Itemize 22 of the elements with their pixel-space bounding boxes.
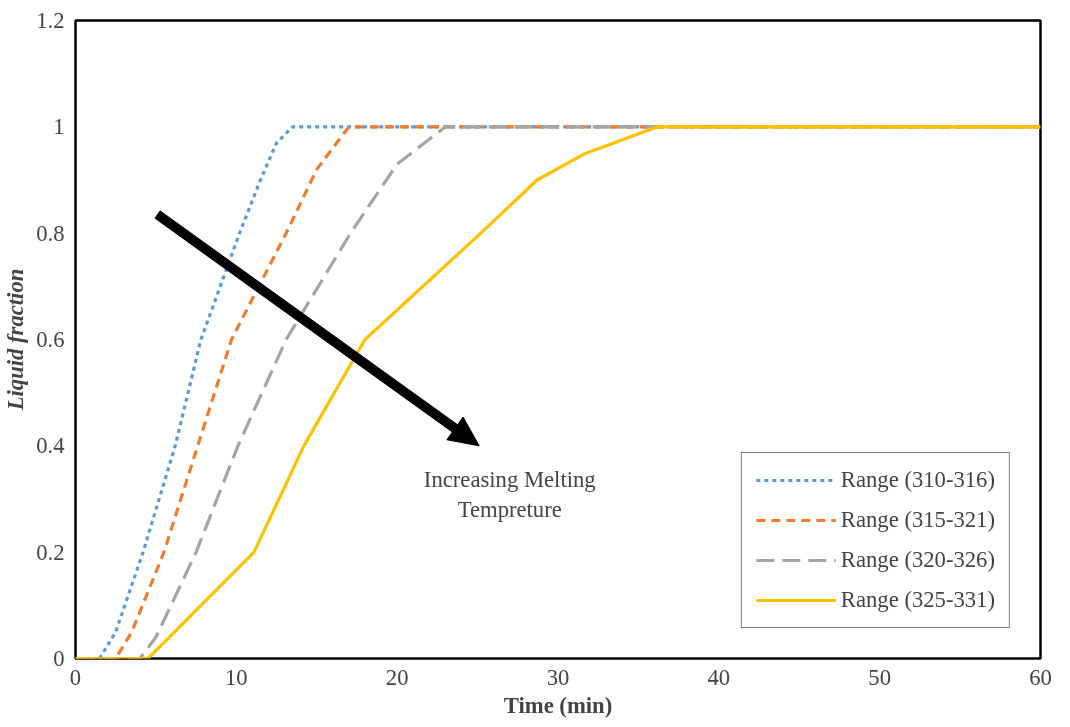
x-tick-label: 0 — [69, 664, 82, 690]
x-tick-label: 40 — [707, 664, 731, 690]
line-series — [75, 125, 1041, 659]
y-tick-label: 0.2 — [36, 539, 65, 565]
y-tick-label: 0.6 — [36, 327, 65, 352]
legend-label: Range (310-316) — [840, 467, 995, 493]
legend-label: Range (315-321) — [840, 507, 995, 533]
legend-label: Range (325-331) — [840, 587, 995, 613]
y-tick-label: 0.4 — [36, 433, 65, 459]
y-tick-label: 0.8 — [36, 220, 65, 246]
x-tick-label: 20 — [385, 664, 409, 690]
annotation: Increasing Melting Tempreture — [423, 467, 596, 523]
y-tick-label: 0 — [53, 646, 65, 671]
x-tick-label: 10 — [225, 664, 248, 690]
y-axis-title: Liquid fraction — [3, 268, 29, 412]
x-tick-label: 50 — [868, 664, 891, 690]
x-tick-label: 30 — [546, 664, 570, 690]
legend-label: Range (320-326) — [840, 547, 995, 573]
x-axis-title: Time (min) — [503, 692, 613, 718]
x-tick-label: 60 — [1029, 664, 1052, 690]
y-tick-label: 1.2 — [36, 8, 65, 33]
y-tick-label: 1 — [53, 114, 65, 140]
